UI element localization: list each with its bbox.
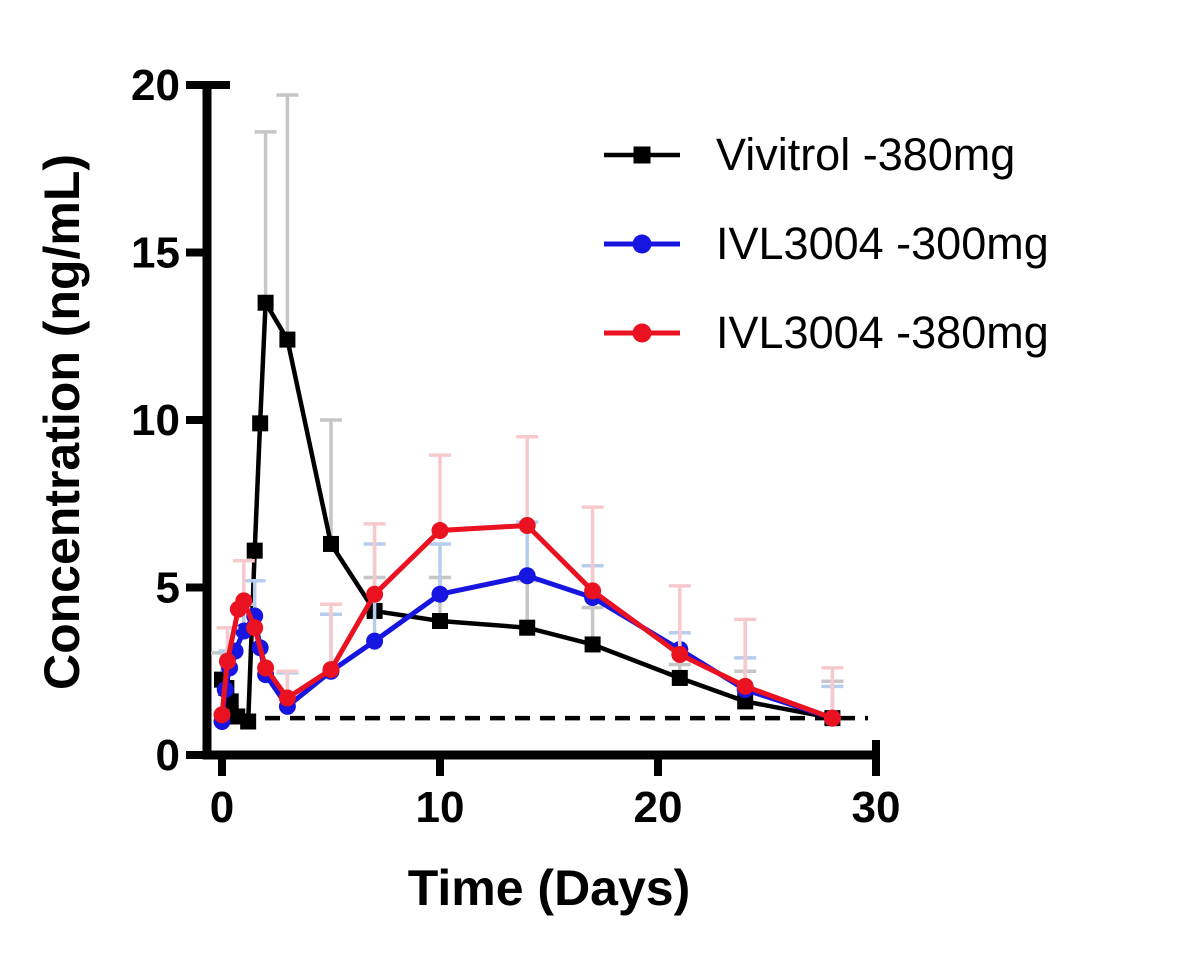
marker-vivitrol-380mg [279, 331, 296, 348]
x-axis-title: Time (Days) [407, 860, 691, 916]
marker-ivl3004-380mg [366, 585, 384, 603]
marker-vivitrol-380mg [257, 294, 274, 311]
marker-ivl3004-380mg [246, 619, 264, 637]
y-tick-label-0: 0 [156, 731, 180, 780]
marker-ivl3004-380mg [823, 709, 841, 727]
marker-ivl3004-300mg [518, 567, 536, 585]
x-tick-label-20: 20 [634, 783, 683, 832]
marker-vivitrol-380mg [737, 693, 754, 710]
x-tick-label-30: 30 [852, 783, 901, 832]
legend: Vivitrol -380mg IVL3004 -300mg IVL3004 -38… [602, 110, 1049, 377]
marker-ivl3004-380mg [213, 706, 231, 724]
legend-label-vivitrol-380mg: Vivitrol -380mg [716, 128, 1016, 180]
legend-item-vivitrol-380mg: Vivitrol -380mg [602, 110, 1049, 199]
legend-label-ivl3004-380mg: IVL3004 -380mg [716, 306, 1049, 358]
x-tick-label-0: 0 [210, 783, 234, 832]
marker-ivl3004-380mg [584, 582, 602, 600]
legend-marker-ivl3004-380mg-icon [604, 323, 680, 342]
marker-ivl3004-380mg [322, 661, 340, 679]
marker-vivitrol-380mg [584, 636, 601, 653]
marker-vivitrol-380mg [519, 619, 536, 636]
marker-ivl3004-380mg [736, 677, 754, 695]
y-tick-label-10: 10 [131, 396, 180, 445]
marker-ivl3004-380mg [671, 646, 689, 663]
legend-item-ivl3004-300mg: IVL3004 -300mg [602, 199, 1049, 288]
legend-marker-vivitrol-380mg-icon [604, 146, 680, 163]
y-tick-label-15: 15 [131, 229, 180, 278]
legend-label-ivl3004-300mg: IVL3004 -300mg [716, 217, 1049, 269]
marker-vivitrol-380mg [671, 669, 688, 686]
marker-ivl3004-380mg [257, 659, 275, 677]
y-tick-label-5: 5 [156, 564, 180, 613]
x-tick-label-10: 10 [416, 783, 465, 832]
marker-ivl3004-380mg [431, 522, 449, 540]
marker-ivl3004-380mg [235, 592, 253, 610]
marker-vivitrol-380mg [432, 613, 448, 629]
legend-item-ivl3004-380mg: IVL3004 -380mg [602, 288, 1049, 377]
marker-vivitrol-380mg [323, 535, 339, 552]
legend-marker-ivl3004-300mg-icon [604, 234, 680, 253]
marker-ivl3004-380mg [518, 517, 536, 535]
marker-vivitrol-380mg [252, 415, 269, 432]
marker-ivl3004-380mg [278, 689, 296, 707]
marker-ivl3004-380mg [218, 652, 236, 670]
y-axis-title: Concentration (ng/mL) [34, 153, 90, 691]
y-tick-label-20: 20 [131, 61, 180, 110]
marker-vivitrol-380mg [240, 713, 257, 730]
marker-ivl3004-300mg [366, 632, 384, 650]
marker-vivitrol-380mg [246, 542, 263, 559]
marker-ivl3004-300mg [431, 585, 449, 603]
